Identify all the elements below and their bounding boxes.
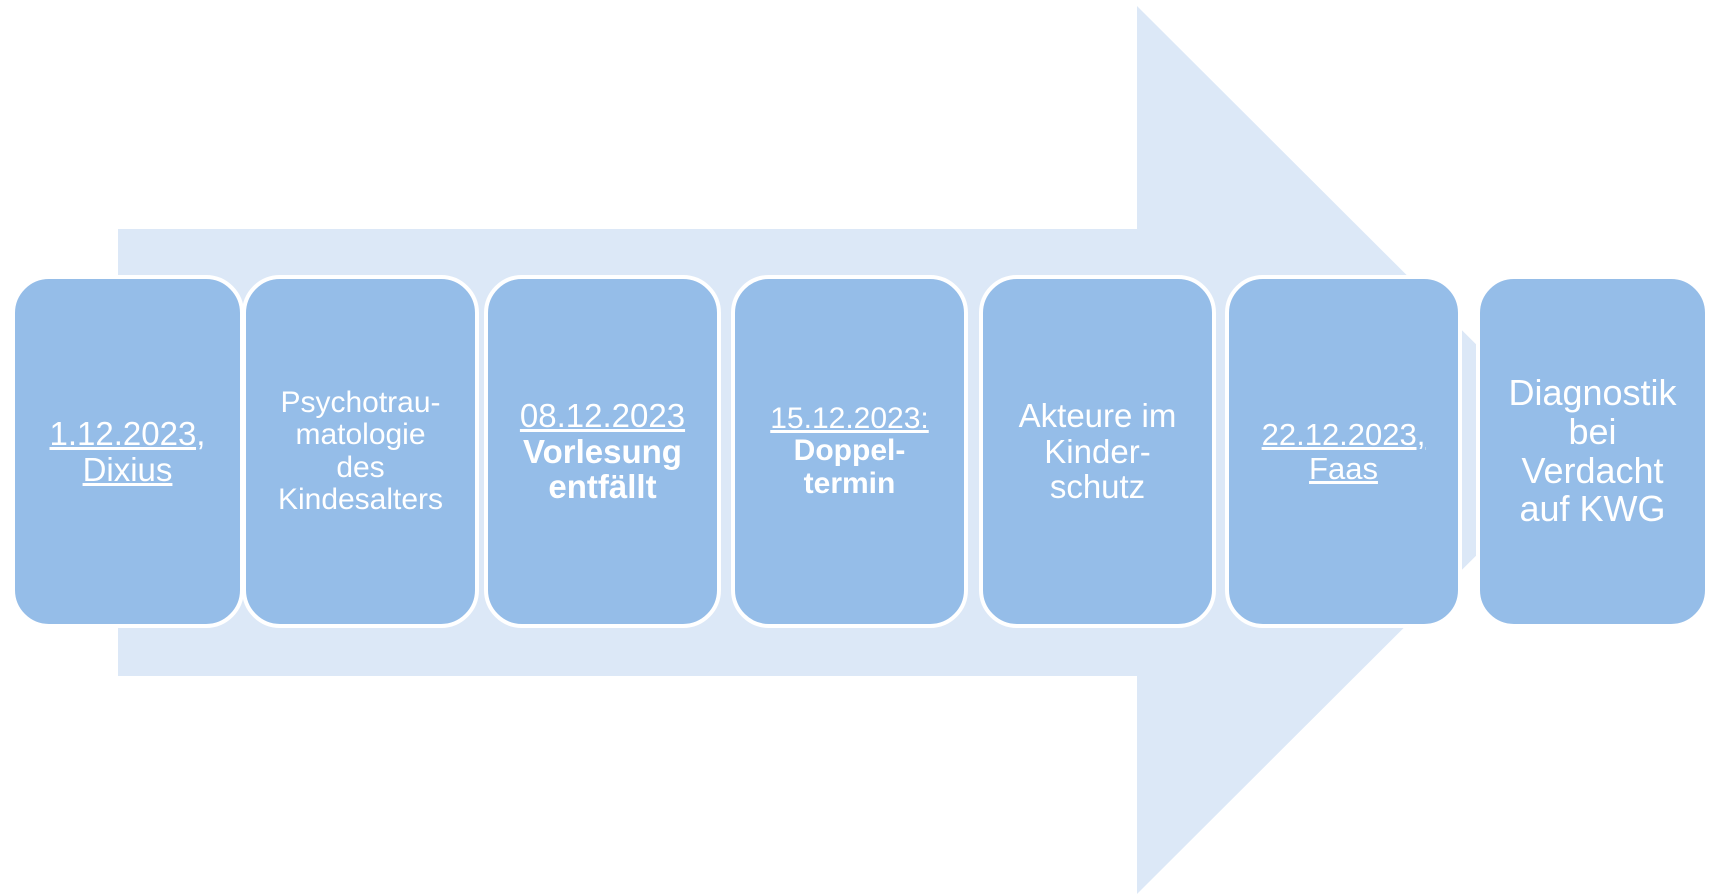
step-text: Akteure im xyxy=(1018,397,1177,435)
step-box: 22.12.2023, Faas xyxy=(1225,275,1462,628)
step-box: Diagnostik bei Verdacht auf KWG xyxy=(1476,275,1709,628)
step-text: Dixius xyxy=(82,450,173,488)
step-text: Diagnostik xyxy=(1508,371,1677,413)
step-text: matologie xyxy=(295,418,426,452)
step-text: 08.12.2023 xyxy=(519,397,686,435)
step-box: 1.12.2023, Dixius xyxy=(11,275,244,628)
step-text: Kinder- xyxy=(1044,432,1151,470)
step-text: 22.12.2023, xyxy=(1261,417,1426,453)
step-text: 1.12.2023, xyxy=(49,414,206,452)
step-text: Psychotrau- xyxy=(280,385,441,419)
step-text: bei xyxy=(1568,410,1617,452)
step-text: Kindesalters xyxy=(277,482,444,516)
step-text: entfällt xyxy=(548,468,657,506)
step-box: Psychotrau- matologie des Kindesalters xyxy=(242,275,479,628)
step-text: 15.12.2023: xyxy=(770,401,929,435)
step-text: Vorlesung xyxy=(523,432,682,470)
step-box: Akteure im Kinder- schutz xyxy=(979,275,1216,628)
step-box: 08.12.2023 Vorlesung entfällt xyxy=(484,275,721,628)
step-text: Faas xyxy=(1309,450,1378,486)
step-text: auf KWG xyxy=(1519,488,1666,530)
step-text: Doppel- xyxy=(793,434,906,468)
step-text: termin xyxy=(803,466,896,500)
step-text: schutz xyxy=(1049,468,1146,506)
step-text: des xyxy=(336,450,385,484)
step-text: Verdacht xyxy=(1521,449,1664,491)
step-box: 15.12.2023: Doppel- termin xyxy=(731,275,968,628)
